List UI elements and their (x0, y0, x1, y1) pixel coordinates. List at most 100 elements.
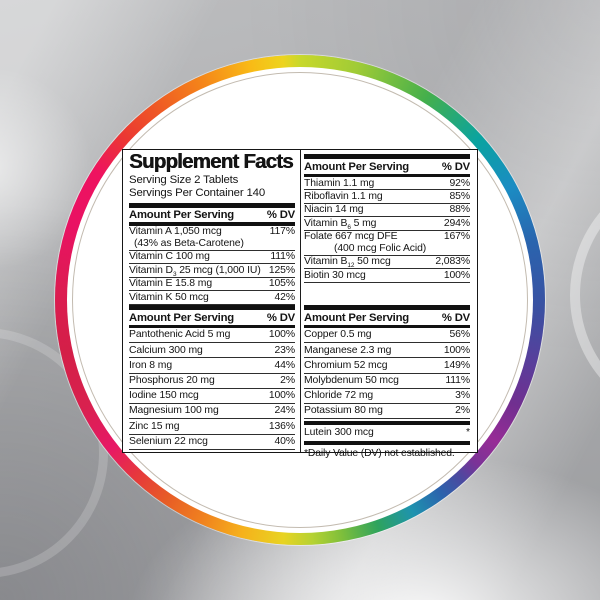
nutrient-row: Vitamin C 100 mg 111% (129, 251, 295, 265)
nutrient-row: Folate 667 mcg DFE 167% (400 mcg Folic Aci… (304, 231, 470, 256)
nutrient-name: Vitamin D3 25 mcg (1,000 IU) (129, 264, 261, 278)
nutrient-name: Vitamin A 1,050 mcg (129, 226, 222, 238)
nutrient-name: Lutein 300 mcg (304, 427, 374, 439)
header-dv: % DV (266, 209, 295, 222)
section-bar (304, 173, 470, 177)
nutrient-name: Biotin 30 mcg (304, 269, 366, 281)
nutrient-name: Potassium 80 mg (304, 405, 383, 417)
nutrient-subtext: (43% as Beta-Carotene) (134, 237, 244, 249)
nutrient-name: Vitamin B12 50 mcg (304, 256, 391, 270)
nutrient-name: Chloride 72 mg (304, 390, 374, 402)
section-bar-thick (304, 420, 470, 426)
section-bar (129, 202, 295, 208)
serving-size: Serving Size 2 Tablets (129, 173, 239, 186)
nutrient-name: Phosphorus 20 mg (129, 375, 215, 387)
nutrient-dv-value: 117% (269, 226, 296, 238)
nutrient-row: Vitamin B6 5 mg 294% (304, 217, 470, 231)
nutrient-name: Vitamin K 50 mcg (129, 291, 209, 303)
nutrient-dv-value: 100% (268, 390, 295, 402)
nutrient-dv-value: 167% (443, 231, 470, 243)
nutrient-dv-value: 24% (274, 405, 296, 417)
section-bar (304, 154, 470, 159)
nutrient-dv-value: 100% (268, 329, 295, 341)
header-dv: % DV (441, 160, 470, 173)
nutrient-row: Calcium 300 mg 23% (129, 343, 296, 359)
header-amount: Amount Per Serving (129, 311, 234, 324)
nutrient-dv-value: 100% (443, 269, 470, 281)
nutrient-row: Thiamin 1.1 mg 92% (304, 177, 471, 191)
section-bar (129, 305, 295, 310)
nutrient-row: Vitamin E 15.8 mg 105% (129, 278, 295, 292)
nutrient-name: Selenium 22 mcg (129, 435, 208, 447)
nutrient-row: Biotin 30 mcg 100% (304, 269, 470, 283)
nutrient-row: Riboflavin 1.1 mg 85% (304, 190, 470, 204)
nutrient-dv-value: 2% (455, 405, 470, 417)
header-dv: % DV (266, 311, 295, 324)
section-bar (304, 324, 470, 328)
nutrient-dv-value: 136% (268, 420, 295, 432)
nutrient-dv-value: 56% (449, 329, 471, 341)
section-bar (129, 324, 295, 328)
nutrient-dv-value: 111% (270, 251, 295, 263)
nutrient-dv-value: 44% (274, 359, 296, 371)
nutrient-dv-value: 2,083% (435, 256, 470, 268)
nutrient-name: Copper 0.5 mg (304, 329, 372, 341)
column-header: Amount Per Serving % DV (304, 310, 470, 325)
nutrient-row: Potassium 80 mg 2% (304, 404, 470, 420)
section-bar (129, 222, 295, 226)
nutrient-rows-right-top: Thiamin 1.1 mg 92% Riboflavin 1.1 mg 85% Nia… (304, 177, 470, 283)
panel-right-bottom: Amount Per Serving % DV Copper 0.5 mg 56%… (304, 305, 470, 460)
nutrient-row: Selenium 22 mcg 40% (129, 435, 295, 450)
nutrient-row: Niacin 14 mg 88% (304, 204, 470, 218)
nutrient-name: Iodine 150 mcg (129, 390, 199, 402)
servings-per-container: Servings Per Container 140 (129, 186, 266, 199)
nutrient-row: Manganese 2.3 mg 100% (304, 343, 470, 359)
column-header: Amount Per Serving % DV (129, 310, 295, 325)
section-bar (304, 305, 470, 310)
column-header: Amount Per Serving % DV (129, 208, 295, 223)
nutrient-row: Pantothenic Acid 5 mg 100% (129, 328, 295, 344)
nutrient-row: Iodine 150 mcg 100% (129, 389, 295, 405)
nutrient-dv-value: 23% (274, 344, 296, 356)
nutrient-dv-value: * (466, 427, 470, 439)
nutrient-row: Vitamin K 50 mcg 42% (129, 291, 296, 305)
nutrient-name: Vitamin C 100 mg (129, 251, 210, 263)
nutrient-row: Copper 0.5 mg 56% (304, 328, 471, 344)
background-faint-ring-right (570, 166, 600, 424)
section-bar-thick (304, 440, 470, 446)
column-divider (300, 150, 302, 452)
nutrient-dv-value: 3% (455, 390, 470, 402)
panel-left-bottom: Amount Per Serving % DV Pantothenic Acid… (129, 305, 295, 450)
column-header: Amount Per Serving % DV (304, 159, 470, 174)
nutrient-dv-value: 149% (443, 359, 470, 371)
nutrient-dv-value: 92% (449, 177, 471, 189)
nutrient-name: Pantothenic Acid 5 mg (129, 329, 231, 341)
nutrient-rows-lutein: Lutein 300 mcg * (304, 426, 470, 439)
nutrient-name: Vitamin B6 5 mg (304, 217, 377, 231)
label-title: Supplement Facts (129, 150, 294, 173)
nutrient-row: Magnesium 100 mg 24% (129, 404, 296, 420)
header-amount: Amount Per Serving (129, 209, 234, 222)
nutrient-row: Vitamin B12 50 mcg 2,083% (304, 256, 470, 270)
nutrient-name: Zinc 15 mg (129, 420, 180, 432)
nutrient-row: Vitamin D3 25 mcg (1,000 IU) 125% (129, 264, 295, 278)
nutrient-row: Phosphorus 20 mg 2% (129, 374, 295, 389)
nutrient-row: Zinc 15 mg 136% (129, 419, 295, 435)
supplement-facts-label: Supplement Facts Serving Size 2 Tablets … (122, 149, 478, 459)
header-dv: % DV (441, 311, 470, 324)
nutrient-name: Iron 8 mg (129, 359, 172, 371)
nutrient-row: Chromium 52 mcg 149% (304, 358, 470, 374)
panel-right-top: Amount Per Serving % DV Thiamin 1.1 mg 92… (304, 154, 470, 283)
nutrient-row: Vitamin A 1,050 mcg 117% (43% as Beta-Caro… (129, 226, 295, 251)
nutrient-dv-value: 100% (443, 344, 470, 356)
nutrient-name: Chromium 52 mcg (304, 359, 388, 371)
nutrient-row: Chloride 72 mg 3% (304, 389, 470, 405)
nutrient-subtext: (400 mcg Folic Acid) (334, 242, 427, 254)
panel-left-top: Supplement Facts Serving Size 2 Tablets … (129, 150, 296, 305)
nutrient-rows-right-bottom: Copper 0.5 mg 56% Manganese 2.3 mg 100% Chro… (304, 328, 471, 420)
nutrient-row: Iron 8 mg 44% (129, 358, 296, 374)
nutrient-dv-value: 42% (274, 291, 296, 303)
header-amount: Amount Per Serving (304, 311, 409, 324)
nutrient-row: Lutein 300 mcg * (304, 426, 470, 439)
nutrient-dv-value: 294% (443, 217, 470, 229)
